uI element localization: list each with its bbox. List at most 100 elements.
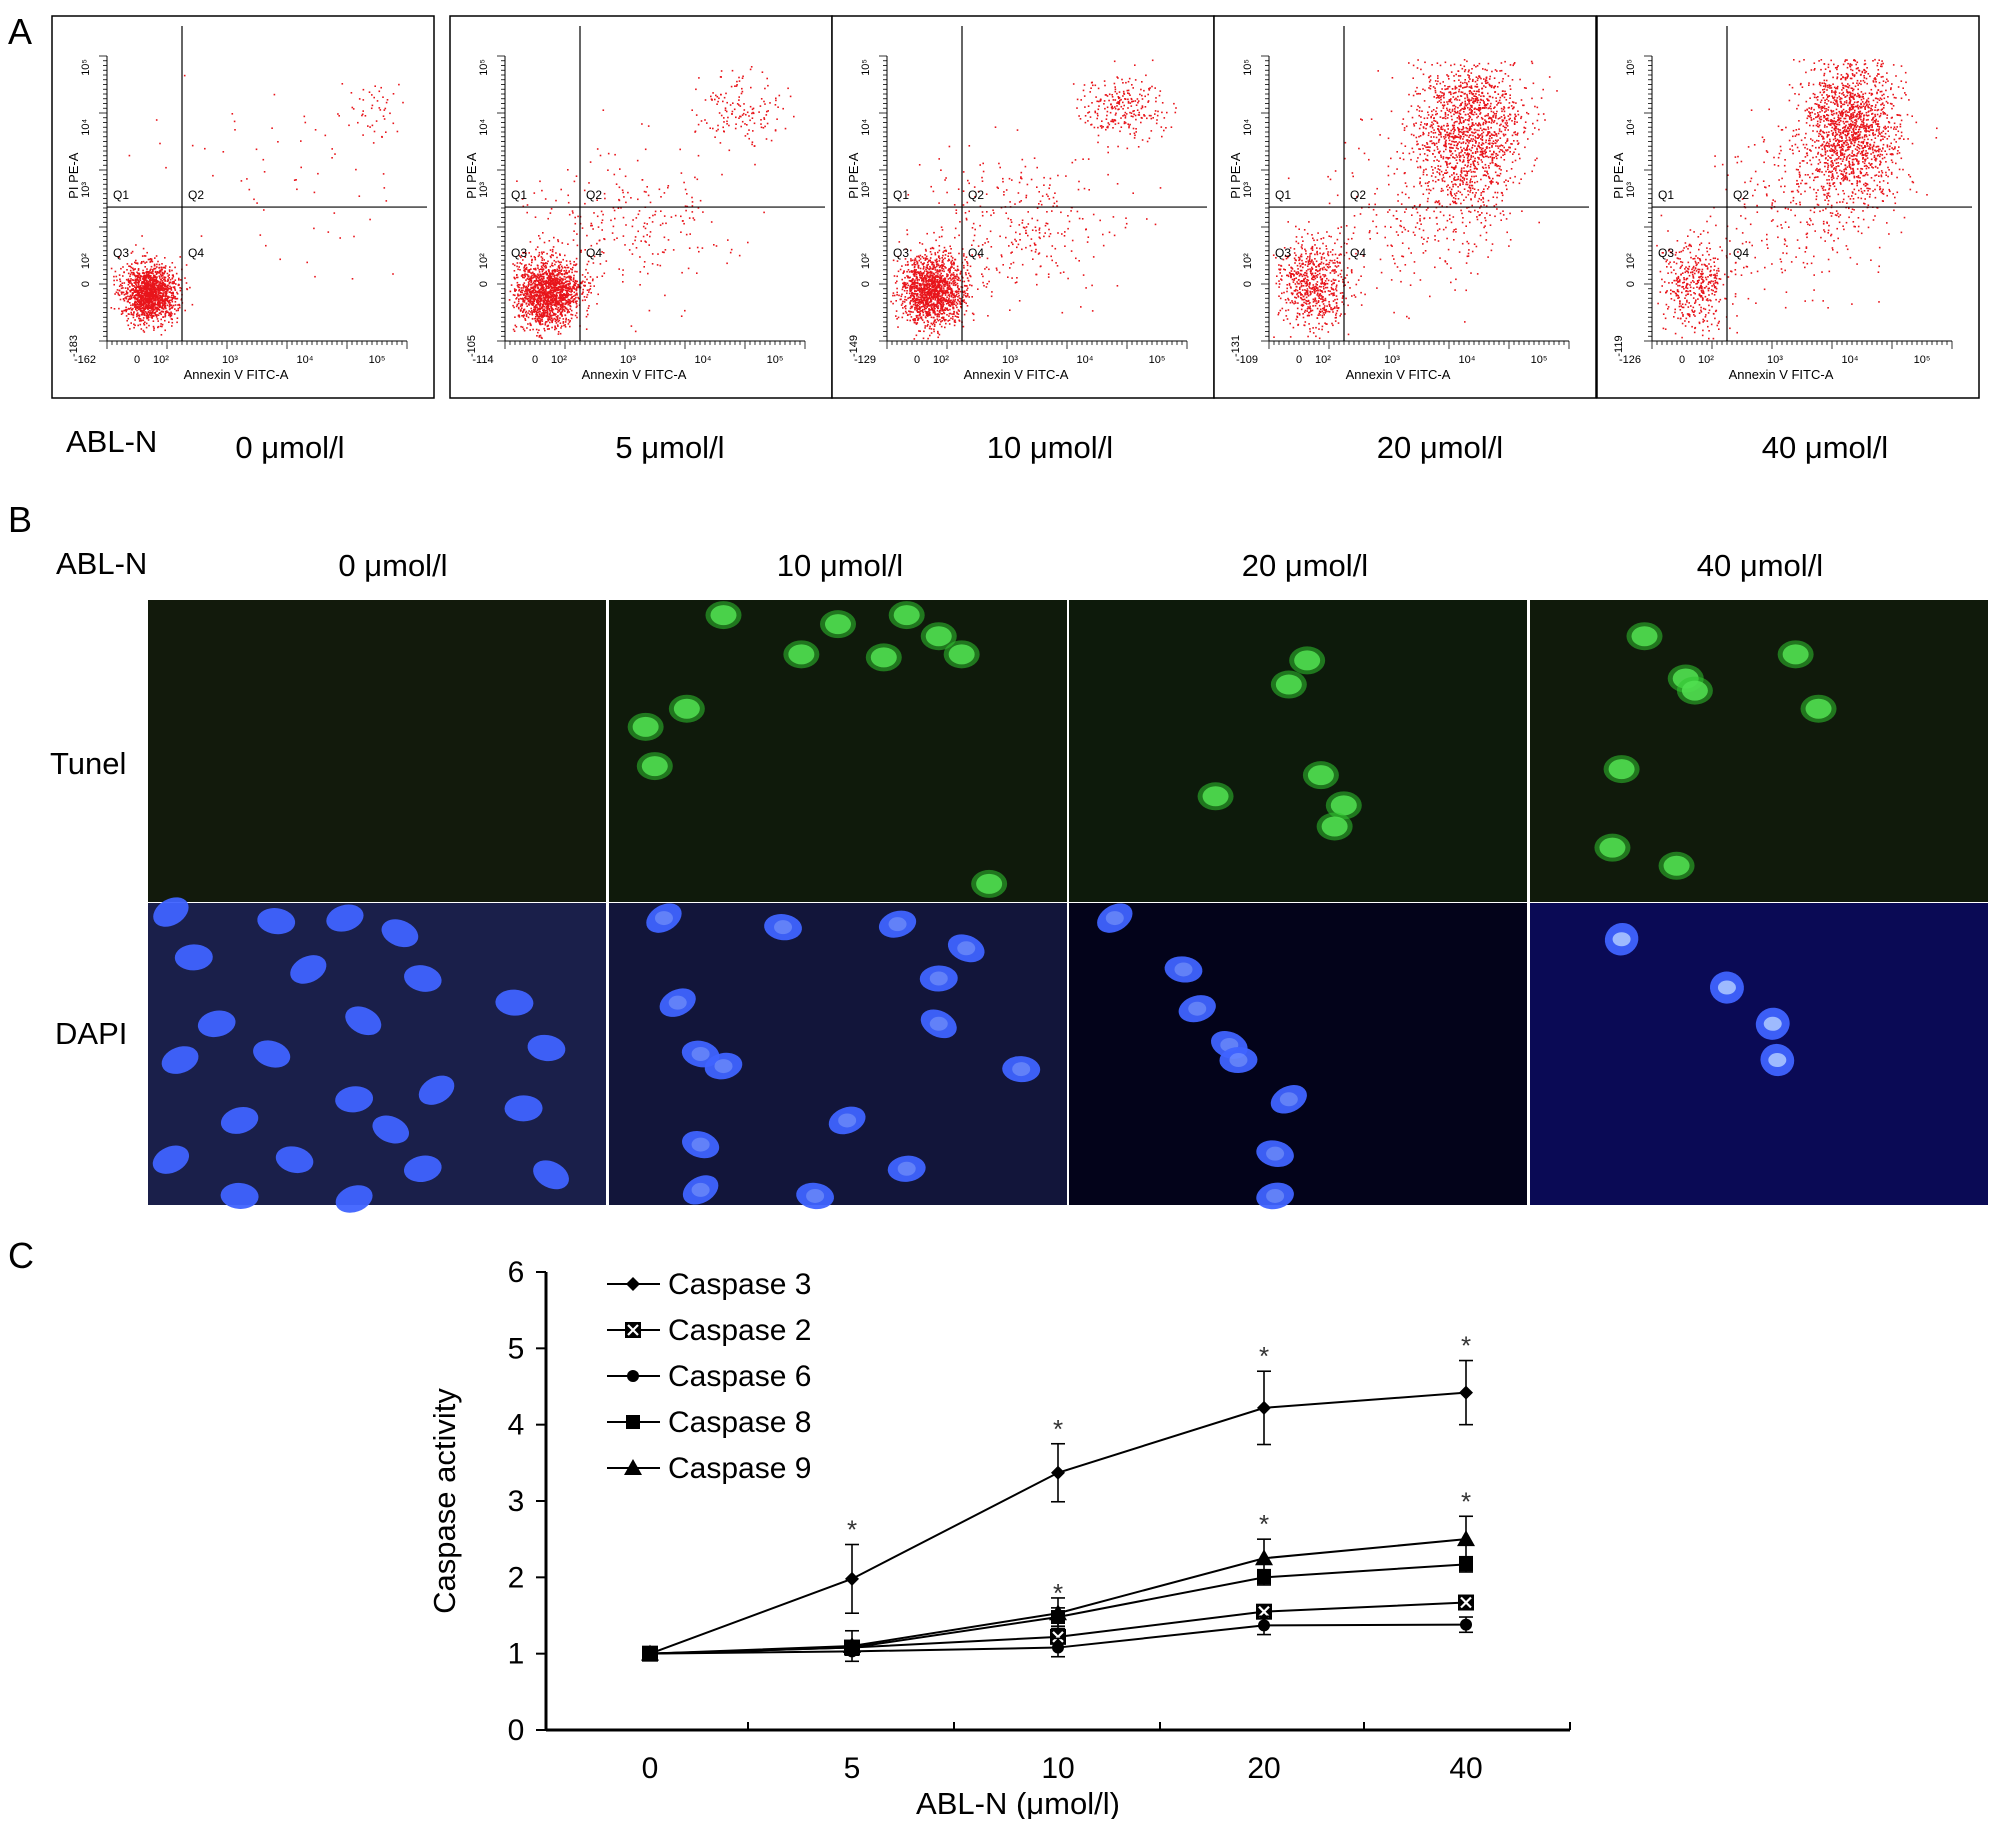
flow-dot (722, 101, 724, 103)
flow-dot (542, 271, 544, 273)
flow-dot (777, 106, 779, 108)
flow-dot (548, 328, 550, 330)
flow-dot (135, 282, 137, 284)
flow-dot (541, 283, 543, 285)
flow-dot (526, 295, 528, 297)
flow-dot (540, 291, 542, 293)
flow-dot (738, 117, 740, 119)
flow-dot (164, 280, 166, 282)
flow-dot (952, 257, 954, 259)
flow-dot (534, 273, 536, 275)
flow-dot (955, 269, 957, 271)
flow-dot (544, 281, 546, 283)
flow-dot (954, 282, 956, 284)
flow-dot (570, 303, 572, 305)
flow-dot (140, 263, 142, 265)
flow-dot (171, 295, 173, 297)
flow-dot (521, 292, 523, 294)
flow-dot (567, 290, 569, 292)
flow-dot (921, 316, 923, 318)
flow-dot (172, 306, 174, 308)
flow-dot (144, 321, 146, 323)
flow-dot (522, 311, 524, 313)
flow-dot (560, 327, 562, 329)
flow-dot (539, 336, 541, 338)
flow-dot (147, 292, 149, 294)
flow-dot (116, 276, 118, 278)
flow-dot (590, 276, 592, 278)
flow-dot (149, 310, 151, 312)
flow-dot (169, 283, 171, 285)
flow-dot (159, 290, 161, 292)
flow-dot (937, 337, 939, 339)
flow-dot (539, 271, 541, 273)
flow-dot (919, 283, 921, 285)
flow-dot (763, 212, 765, 214)
flow-dot (557, 311, 559, 313)
flow-dot (161, 303, 163, 305)
flow-dot (925, 269, 927, 271)
flow-dot (528, 289, 530, 291)
flow-dot (564, 307, 566, 309)
flow-dot (117, 289, 119, 291)
flow-dot (520, 305, 522, 307)
flow-dot (153, 291, 155, 293)
flow-dot (180, 279, 182, 281)
flow-dot (622, 274, 624, 276)
flow-dot (525, 319, 527, 321)
flow-dot (131, 272, 133, 274)
flow-dot (367, 125, 369, 127)
flow-dot (146, 323, 148, 325)
flow-dot (515, 298, 517, 300)
flow-dot (300, 167, 302, 169)
flow-dot (530, 301, 532, 303)
flow-dot (929, 326, 931, 328)
flow-dot (359, 98, 361, 100)
flow-dot (909, 289, 911, 291)
flow-dot (545, 267, 547, 269)
flow-dot (764, 126, 766, 128)
flow-dot (897, 326, 899, 328)
flow-dot (546, 303, 548, 305)
flow-dot (917, 315, 919, 317)
flow-dot (175, 298, 177, 300)
flow-dot (523, 294, 525, 296)
quadrant-label-q4: Q4 (188, 246, 204, 260)
flow-dot (161, 307, 163, 309)
flow-dot (148, 319, 150, 321)
flow-dot (164, 316, 166, 318)
flow-dot (896, 310, 898, 312)
flow-dot (528, 304, 530, 306)
flow-dot (186, 288, 188, 290)
flow-dot (923, 262, 925, 264)
flow-dot (128, 313, 130, 315)
flow-dot (547, 285, 549, 287)
flow-dot (634, 240, 636, 242)
flow-dot (542, 265, 544, 267)
flow-dot (729, 150, 731, 152)
flow-dot (554, 283, 556, 285)
flow-dot (933, 317, 935, 319)
flow-dot (526, 311, 528, 313)
flow-dot (562, 267, 564, 269)
flow-dot (902, 289, 904, 291)
flow-dot (639, 210, 641, 212)
flow-dot (139, 308, 141, 310)
flow-dot (563, 293, 565, 295)
flow-dot (541, 266, 543, 268)
flow-dot (514, 330, 516, 332)
flow-dot (150, 278, 152, 280)
flow-dot (260, 234, 262, 236)
flow-dot (604, 198, 606, 200)
flow-dot (535, 298, 537, 300)
flow-dot (575, 283, 577, 285)
flow-dot (550, 316, 552, 318)
flow-dot (916, 307, 918, 309)
flow-dot (753, 113, 755, 115)
flow-dot (542, 232, 544, 234)
flow-dot (130, 270, 132, 272)
flow-dot (923, 338, 925, 340)
flow-dot (155, 307, 157, 309)
flow-dot (353, 108, 355, 110)
flow-dot (575, 315, 577, 317)
